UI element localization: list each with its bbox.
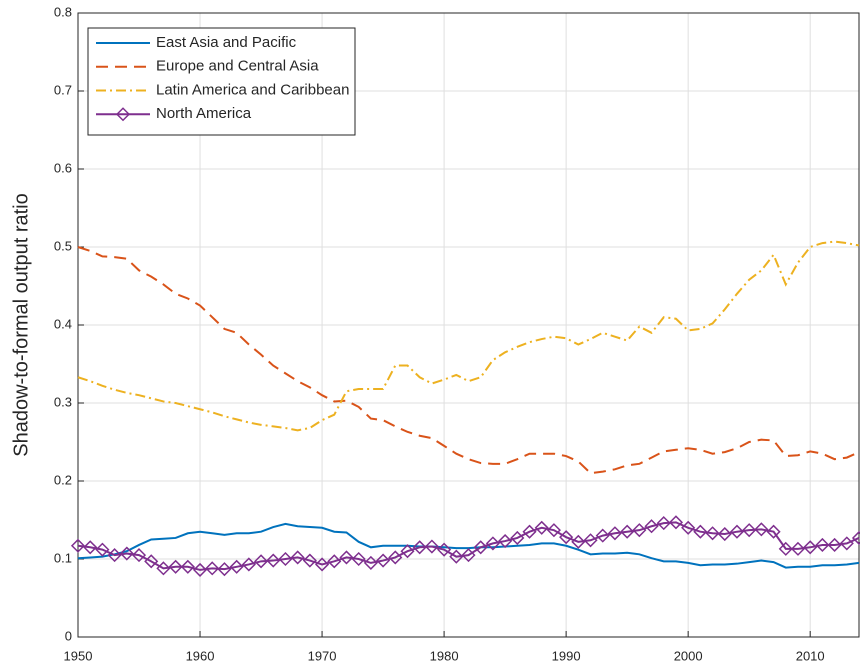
y-tick-label: 0.6: [54, 160, 72, 175]
marker: [424, 539, 439, 554]
marker: [168, 559, 183, 574]
y-axis-label: Shadow-to-formal output ratio: [10, 193, 32, 456]
legend-box: [87, 27, 356, 136]
marker: [412, 540, 427, 555]
marker: [815, 537, 830, 553]
marker: [754, 522, 769, 537]
marker: [705, 526, 720, 541]
marker: [595, 528, 610, 543]
marker: [205, 561, 220, 576]
marker: [119, 546, 134, 561]
marker: [851, 530, 860, 546]
marker: [266, 553, 281, 568]
marker: [571, 534, 586, 549]
marker: [510, 530, 525, 546]
marker: [498, 533, 513, 549]
marker: [70, 538, 86, 553]
legend-label: East Asia and Pacific: [156, 34, 297, 51]
marker: [778, 541, 793, 556]
marker: [656, 516, 671, 531]
marker: [156, 561, 171, 576]
x-tick-label: 1960: [186, 648, 215, 663]
marker: [742, 523, 757, 538]
marker: [437, 542, 452, 557]
marker: [583, 533, 598, 548]
x-tick-label: 1970: [308, 648, 337, 663]
marker: [717, 526, 732, 542]
marker: [229, 559, 244, 574]
marker: [400, 544, 415, 559]
marker: [376, 553, 391, 568]
marker: [449, 549, 464, 564]
marker: [485, 536, 500, 551]
marker: [278, 551, 293, 567]
marker: [327, 554, 342, 569]
marker: [790, 541, 806, 556]
marker: [253, 554, 269, 569]
series-line: [77, 246, 860, 475]
y-tick-label: 0.2: [54, 472, 72, 487]
marker: [131, 548, 147, 563]
marker: [668, 515, 684, 530]
marker: [241, 557, 256, 572]
y-tick-label: 0.1: [54, 550, 72, 565]
marker: [693, 524, 708, 539]
y-tick-label: 0.4: [54, 316, 72, 331]
marker: [315, 557, 330, 572]
marker: [546, 523, 561, 538]
marker: [729, 524, 745, 539]
x-tick-label: 2010: [796, 648, 825, 663]
marker: [620, 524, 635, 539]
y-tick-label: 0.8: [54, 4, 72, 19]
plot-frame: [77, 12, 860, 638]
marker: [180, 559, 195, 574]
x-tick-label: 2000: [674, 648, 703, 663]
legend-label: Europe and Central Asia: [156, 58, 319, 75]
marker: [473, 540, 488, 555]
y-tick-label: 0.5: [54, 238, 72, 253]
marker: [522, 524, 537, 539]
y-tick-label: 0: [65, 628, 72, 643]
marker: [351, 551, 366, 567]
marker: [681, 520, 696, 535]
series-line: [77, 240, 860, 432]
marker: [363, 555, 378, 570]
marker: [644, 519, 659, 534]
x-tick-label: 1980: [430, 648, 459, 663]
marker: [534, 520, 549, 535]
marker: [461, 548, 476, 563]
marker: [766, 524, 781, 539]
marker: [95, 542, 110, 557]
marker: [83, 540, 98, 555]
y-tick-label: 0.3: [54, 394, 72, 409]
legend-marker: [115, 107, 131, 122]
marker: [839, 536, 854, 551]
marker: [144, 554, 159, 569]
marker: [192, 562, 208, 577]
marker: [803, 540, 818, 555]
marker: [339, 550, 354, 565]
marker: [107, 548, 122, 563]
marker: [217, 562, 232, 577]
x-tick-label: 1950: [64, 648, 93, 663]
legend-label: North America: [156, 105, 252, 122]
legend-label: Latin America and Caribbean: [156, 81, 349, 98]
y-tick-label: 0.7: [54, 82, 72, 97]
marker: [388, 550, 403, 565]
x-tick-label: 1990: [552, 648, 581, 663]
marker: [607, 526, 622, 541]
marker: [559, 530, 574, 545]
marker: [827, 537, 842, 553]
marker: [302, 553, 317, 568]
series-line: [77, 521, 860, 571]
marker: [632, 523, 647, 538]
marker: [290, 550, 305, 565]
